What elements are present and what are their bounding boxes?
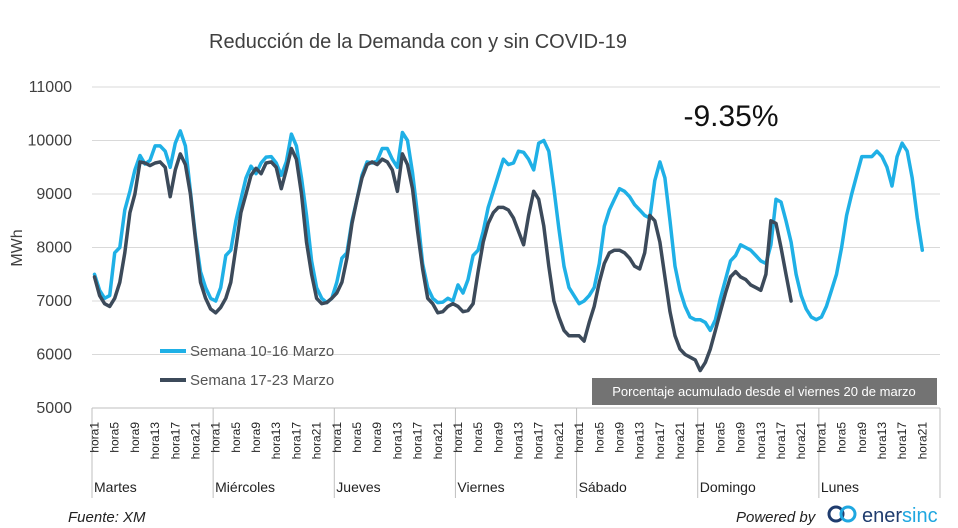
day-label: Domingo: [700, 479, 756, 495]
series-lines: [92, 129, 925, 373]
x-tick-label: hora9: [855, 422, 869, 453]
y-tick-label: 7000: [36, 293, 72, 310]
x-tick-label: hora5: [592, 422, 606, 453]
x-tick-label: hora1: [88, 422, 102, 453]
x-tick-label: hora1: [814, 422, 828, 453]
legend-label-series-2: Semana 17-23 Marzo: [190, 372, 334, 389]
brand-name-part2: sinc: [902, 505, 938, 527]
reduction-percentage-annotation: -9.35%: [683, 100, 778, 133]
note-box-text: Porcentaje acumulado desde el viernes 20…: [612, 384, 916, 399]
x-tick-label: hora1: [330, 422, 344, 453]
x-tick-label: hora9: [249, 422, 263, 453]
x-tick-label: hora5: [835, 422, 849, 453]
series-line-1: [92, 129, 925, 333]
day-label: Lunes: [821, 479, 859, 495]
x-tick-label: hora17: [289, 422, 303, 460]
legend: Semana 10-16 Marzo Semana 17-23 Marzo: [160, 343, 334, 389]
x-tick-label: hora17: [411, 422, 425, 460]
x-tick-label: hora1: [693, 422, 707, 453]
x-tick-label: hora1: [572, 422, 586, 453]
y-tick-label: 9000: [36, 186, 72, 203]
y-tick-label: 5000: [36, 400, 72, 417]
x-tick-label: hora9: [370, 422, 384, 453]
day-label: Jueves: [336, 479, 380, 495]
brand-name-part1: ener: [862, 505, 902, 527]
x-tick-label: hora5: [350, 422, 364, 453]
y-tick-label: 11000: [29, 79, 72, 96]
x-tick-label: hora9: [128, 422, 142, 453]
x-tick-label: hora13: [633, 422, 647, 460]
y-tick-label: 10000: [28, 133, 73, 150]
x-tick-label: hora21: [188, 422, 202, 460]
brand-logo: Powered by enersinc: [736, 505, 938, 527]
x-tick-label: hora13: [754, 422, 768, 460]
x-tick-label: hora13: [875, 422, 889, 460]
x-tick-label: hora21: [552, 422, 566, 460]
x-tick-label: hora17: [653, 422, 667, 460]
x-tick-label: hora21: [915, 422, 929, 460]
note-box: Porcentaje acumulado desde el viernes 20…: [592, 378, 937, 405]
x-tick-label: hora17: [895, 422, 909, 460]
x-tick-label: hora21: [431, 422, 445, 460]
y-axis: 11000 10000 9000 8000 7000 6000 5000: [28, 79, 73, 417]
x-tick-label: hora5: [229, 422, 243, 453]
legend-label-series-1: Semana 10-16 Marzo: [190, 343, 334, 360]
day-label: Sábado: [579, 479, 627, 495]
x-tick-label: hora21: [673, 422, 687, 460]
x-tick-label: hora13: [390, 422, 404, 460]
x-tick-label: hora17: [532, 422, 546, 460]
enersinc-logo-icon: [827, 505, 857, 523]
series-line-2: [92, 146, 793, 373]
x-tick-label: hora21: [310, 422, 324, 460]
x-tick-label: hora1: [209, 422, 223, 453]
day-label: Martes: [94, 479, 137, 495]
brand-name: enersinc: [862, 505, 938, 527]
x-tick-label: hora13: [512, 422, 526, 460]
x-tick-label: hora5: [713, 422, 727, 453]
x-tick-label: hora13: [269, 422, 283, 460]
x-tick-label: hora5: [108, 422, 122, 453]
source-note: Fuente: XM: [68, 509, 146, 526]
x-axis: hora1 hora5 hora9 hora13 hora17 hora21 Martes h…: [88, 407, 941, 498]
chart-title: Reducción de la Demanda con y sin COVID-…: [209, 31, 627, 53]
x-tick-label: hora17: [168, 422, 182, 460]
y-tick-label: 8000: [36, 240, 72, 257]
day-label: Viernes: [457, 479, 504, 495]
x-tick-label: hora1: [451, 422, 465, 453]
y-tick-label: 6000: [36, 347, 72, 364]
day-label: Miércoles: [215, 479, 275, 495]
x-tick-label: hora9: [734, 422, 748, 453]
y-axis-label: MWh: [9, 229, 26, 266]
x-tick-label: hora9: [491, 422, 505, 453]
powered-by-text: Powered by: [736, 509, 817, 526]
x-tick-label: hora9: [612, 422, 626, 453]
x-tick-label: hora17: [774, 422, 788, 460]
x-tick-label: hora5: [471, 422, 485, 453]
x-tick-label: hora21: [794, 422, 808, 460]
note-box-background: [592, 378, 937, 405]
x-tick-label: hora13: [148, 422, 162, 460]
